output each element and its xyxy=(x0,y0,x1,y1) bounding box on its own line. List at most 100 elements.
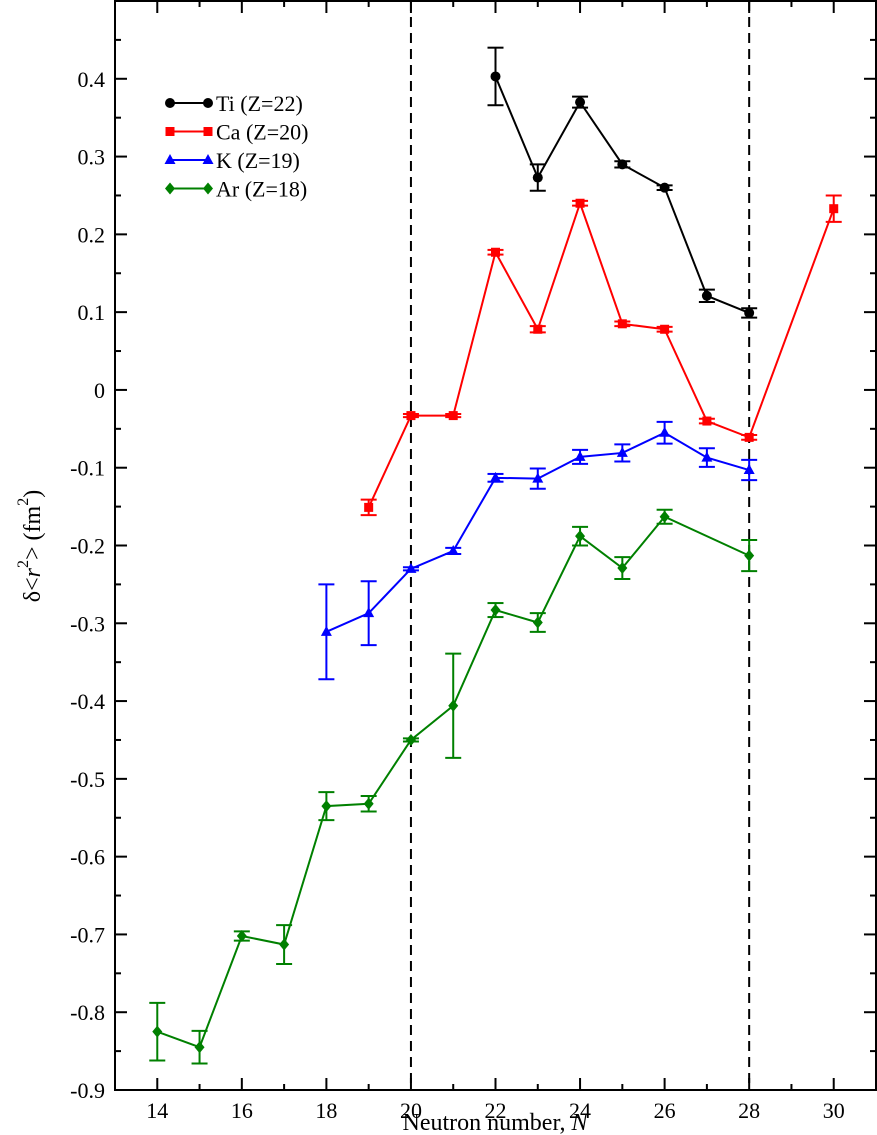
data-point xyxy=(659,182,670,193)
x-tick-label: 26 xyxy=(654,1098,676,1123)
x-axis-label: Neutron number, N xyxy=(402,1110,589,1135)
data-point xyxy=(617,159,628,170)
data-point xyxy=(490,71,501,82)
x-tick-label: 28 xyxy=(738,1098,760,1123)
data-point xyxy=(448,411,458,421)
x-axis-label-text: Neutron number, xyxy=(402,1110,571,1135)
series-0 xyxy=(487,46,758,319)
data-point xyxy=(660,324,670,334)
legend-marker xyxy=(202,154,214,164)
legend-marker xyxy=(203,98,213,108)
x-tick-label: 16 xyxy=(231,1098,253,1123)
data-point xyxy=(320,625,332,636)
y-axis-label-gt: > xyxy=(20,546,46,560)
legend-label: Ca (Z=20) xyxy=(216,120,308,145)
data-point xyxy=(491,247,500,257)
data-point xyxy=(743,464,755,475)
data-point xyxy=(532,172,543,183)
y-tick-label: -0.8 xyxy=(70,1000,105,1025)
data-point xyxy=(532,616,543,629)
y-axis-label: δ<r2> (fm2) xyxy=(15,490,46,602)
y-tick-label: -0.3 xyxy=(70,611,105,636)
legend-marker xyxy=(165,182,175,195)
legend-label: Ti (Z=22) xyxy=(216,91,303,116)
y-tick-label: 0 xyxy=(94,378,105,403)
legend-label: Ar (Z=18) xyxy=(216,177,307,202)
x-tick-label: 30 xyxy=(823,1098,845,1123)
data-series xyxy=(149,46,842,1065)
y-tick-label: 0.2 xyxy=(78,222,106,247)
data-point xyxy=(490,471,501,482)
data-point xyxy=(364,502,374,512)
data-point xyxy=(194,1041,205,1054)
data-point xyxy=(616,446,628,457)
data-point xyxy=(829,204,839,214)
data-point xyxy=(405,733,416,746)
data-point xyxy=(236,929,247,942)
legend-marker xyxy=(165,98,175,108)
data-point xyxy=(744,432,754,442)
series-1 xyxy=(360,194,842,517)
series-3 xyxy=(149,508,758,1065)
x-tick-label: 24 xyxy=(569,1098,591,1123)
data-point xyxy=(405,562,417,573)
data-point xyxy=(447,544,459,555)
data-point xyxy=(575,97,586,108)
y-tick-label: -0.9 xyxy=(70,1078,105,1103)
y-tick-labels: -0.9 -0.8 -0.7 -0.6 -0.5 -0.4 -0.3 -0.2 -0.1 0 0.1… xyxy=(70,67,105,1103)
data-point xyxy=(744,307,755,318)
x-tick-label: 14 xyxy=(146,1098,168,1123)
x-tick-label: 22 xyxy=(485,1098,507,1123)
y-tick-label: -0.1 xyxy=(70,456,105,481)
data-point xyxy=(363,797,374,810)
data-point xyxy=(574,450,586,461)
y-axis-label-delta: δ xyxy=(20,591,46,602)
data-point xyxy=(617,562,628,575)
legend-marker xyxy=(165,127,175,136)
y-axis-label-close: ) xyxy=(20,490,46,498)
data-point xyxy=(279,938,290,951)
y-tick-label: -0.6 xyxy=(70,845,105,870)
y-axis-label-unit: (fm xyxy=(20,505,46,546)
legend-label: K (Z=19) xyxy=(216,148,300,173)
data-point xyxy=(533,324,543,334)
x-tick-label: 20 xyxy=(400,1098,422,1123)
y-axis-label-sup1: 2 xyxy=(15,560,32,568)
legend-marker xyxy=(203,182,213,195)
legend-marker xyxy=(164,154,176,164)
data-point xyxy=(448,699,459,712)
y-axis-label-lt: < xyxy=(20,577,46,591)
data-point xyxy=(406,411,416,421)
legend-marker xyxy=(203,127,213,136)
x-tick-labels: 14 16 18 20 22 24 26 28 30 xyxy=(146,1098,844,1123)
y-tick-label: 0.3 xyxy=(78,145,106,170)
data-point xyxy=(532,472,544,483)
data-point xyxy=(659,510,670,523)
data-point xyxy=(744,549,755,562)
data-point xyxy=(617,319,627,329)
series-2 xyxy=(318,420,758,681)
data-point xyxy=(701,451,713,462)
x-axis-label-variable: N xyxy=(570,1110,589,1135)
series-line xyxy=(156,515,750,1049)
y-tick-label: -0.5 xyxy=(70,767,105,792)
data-point xyxy=(363,607,375,618)
data-point xyxy=(659,426,671,437)
y-tick-label: -0.2 xyxy=(70,534,105,559)
y-tick-label: -0.4 xyxy=(70,689,105,714)
y-tick-label: 0.4 xyxy=(78,67,106,92)
legend: Ti (Z=22) Ca (Z=20) K (Z=19) Ar (Z=18) xyxy=(164,91,308,202)
y-axis-label-r: r xyxy=(20,567,46,577)
axis-ticks xyxy=(114,0,877,1091)
x-tick-label: 18 xyxy=(315,1098,337,1123)
data-point xyxy=(152,1025,163,1038)
data-point xyxy=(702,416,712,426)
data-point xyxy=(490,604,501,617)
data-point xyxy=(701,290,712,301)
y-tick-label: 0.1 xyxy=(78,300,106,325)
data-point xyxy=(321,800,332,813)
data-point xyxy=(575,530,586,543)
y-tick-label: -0.7 xyxy=(70,922,105,947)
data-point xyxy=(575,198,585,208)
